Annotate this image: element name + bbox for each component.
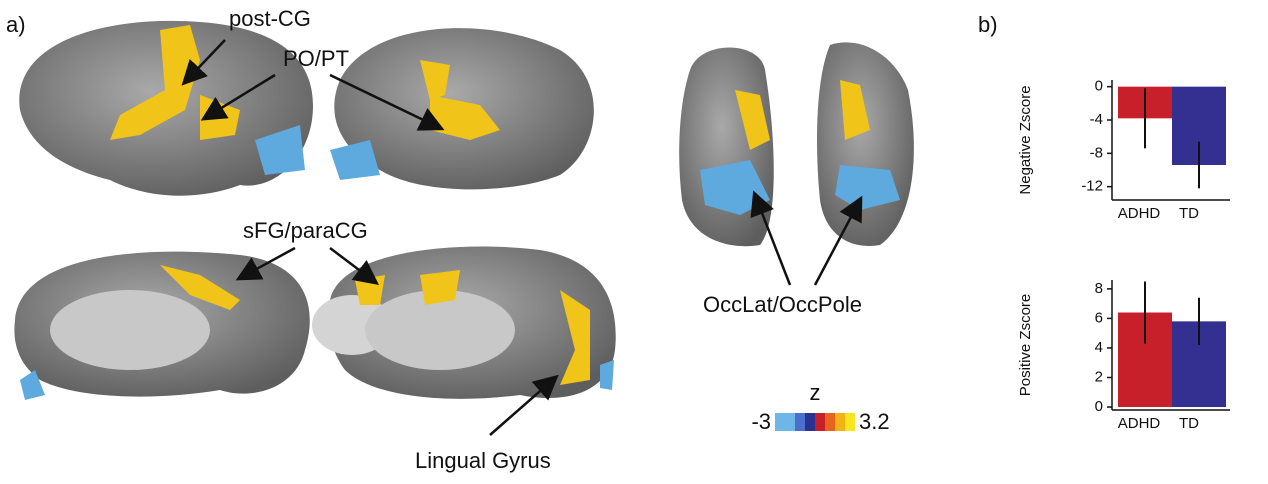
y-axis-label: Negative Zscore [1017, 85, 1034, 194]
x-tick-label: ADHD [1118, 205, 1161, 222]
y-axis-label: Positive Zscore [1017, 294, 1034, 397]
annotation: sFG/paraCG [243, 218, 368, 243]
y-tick-label: -8 [1090, 144, 1103, 161]
y-tick-label: 0 [1095, 78, 1103, 95]
colorbar-min: -3 [751, 409, 771, 434]
annotation: Lingual Gyrus [415, 448, 551, 473]
colorbar-max: 3.2 [859, 409, 890, 434]
x-tick-label: TD [1179, 415, 1199, 432]
y-tick-label: 0 [1095, 398, 1103, 415]
annotation: PO/PT [283, 46, 349, 71]
y-tick-label: -4 [1090, 111, 1103, 128]
y-tick-label: -12 [1081, 178, 1103, 195]
arrows [181, 39, 863, 436]
panel-label: a) [6, 12, 26, 37]
colorbar [775, 413, 855, 431]
panel-label: b) [978, 12, 998, 37]
y-tick-label: 6 [1095, 309, 1103, 326]
x-tick-label: ADHD [1118, 415, 1161, 432]
brain-images [14, 20, 914, 400]
y-tick-label: 2 [1095, 368, 1103, 385]
y-tick-label: 8 [1095, 280, 1103, 297]
annotation: post-CG [229, 6, 311, 31]
annotation: OccLat/OccPole [703, 292, 862, 317]
colorbar-label: z [810, 380, 821, 405]
x-tick-label: TD [1179, 205, 1199, 222]
y-tick-label: 4 [1095, 339, 1103, 356]
